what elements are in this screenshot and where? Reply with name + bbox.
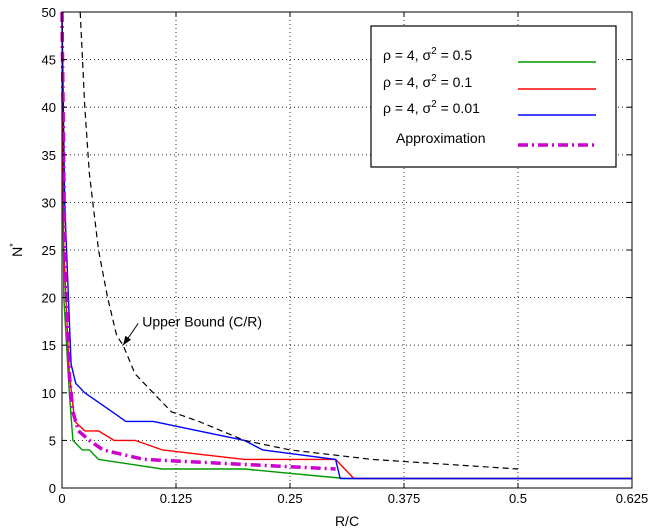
x-tick-label: 0.5 bbox=[509, 491, 527, 506]
series-line-upper bbox=[79, 11, 519, 470]
y-tick-label: 35 bbox=[42, 148, 56, 163]
y-tick-label: 20 bbox=[42, 291, 56, 306]
legend-label-suffix: = 0.5 bbox=[437, 47, 473, 63]
x-tick-label: 0.375 bbox=[388, 491, 421, 506]
x-tick-label: 0 bbox=[58, 491, 65, 506]
y-tick-label: 5 bbox=[49, 433, 56, 448]
x-tick-label: 0.25 bbox=[277, 491, 302, 506]
x-tick-label: 0.125 bbox=[160, 491, 193, 506]
annotation-arrowhead bbox=[123, 335, 132, 346]
legend-label: ρ = 4, σ2 = 0.5 bbox=[383, 46, 472, 63]
y-tick-label: 50 bbox=[42, 5, 56, 20]
legend-label: ρ = 4, σ2 = 0.01 bbox=[383, 99, 480, 116]
legend-label-sup: 2 bbox=[431, 46, 437, 57]
y-tick-label: 0 bbox=[49, 481, 56, 496]
legend-label-sup: 2 bbox=[431, 99, 437, 110]
legend-label-sup: 2 bbox=[431, 73, 437, 84]
x-axis-label: R/C bbox=[335, 513, 359, 529]
y-tick-label: 10 bbox=[42, 386, 56, 401]
y-tick-label: 40 bbox=[42, 100, 56, 115]
tick-group: 0 0.125 0.25 0.375 0.5 0.625 0 5 10 15 20 25 30 35 40 4… bbox=[42, 5, 649, 506]
y-axis-label: N* bbox=[8, 243, 25, 257]
legend-label-text: ρ = 4, σ bbox=[383, 47, 431, 63]
y-tick-label: 30 bbox=[42, 195, 56, 210]
legend-label-suffix: = 0.1 bbox=[437, 74, 473, 90]
legend-box bbox=[370, 25, 617, 168]
y-axis-label-sup: * bbox=[8, 243, 18, 247]
legend-label: Approximation bbox=[396, 130, 486, 146]
legend-label-text: Approximation bbox=[396, 130, 486, 146]
legend-label-text: ρ = 4, σ bbox=[383, 74, 431, 90]
annotation-group: Upper Bound (C/R) bbox=[122, 313, 262, 346]
annotation-label: Upper Bound (C/R) bbox=[142, 313, 262, 329]
legend-label: ρ = 4, σ2 = 0.1 bbox=[383, 73, 472, 90]
grid bbox=[62, 12, 632, 488]
legend-label-text: ρ = 4, σ bbox=[383, 100, 431, 116]
y-axis-label-main: N bbox=[9, 247, 25, 257]
x-tick-label: 0.625 bbox=[616, 491, 649, 506]
series-line-s001 bbox=[61, 11, 632, 480]
y-tick-label: 45 bbox=[42, 53, 56, 68]
series-group bbox=[60, 11, 632, 480]
legend-label-suffix: = 0.01 bbox=[437, 100, 480, 116]
y-tick-label: 25 bbox=[42, 243, 56, 258]
legend: ρ = 4, σ2 = 0.5ρ = 4, σ2 = 0.1ρ = 4, σ2 … bbox=[370, 25, 617, 168]
y-tick-label: 15 bbox=[42, 338, 56, 353]
